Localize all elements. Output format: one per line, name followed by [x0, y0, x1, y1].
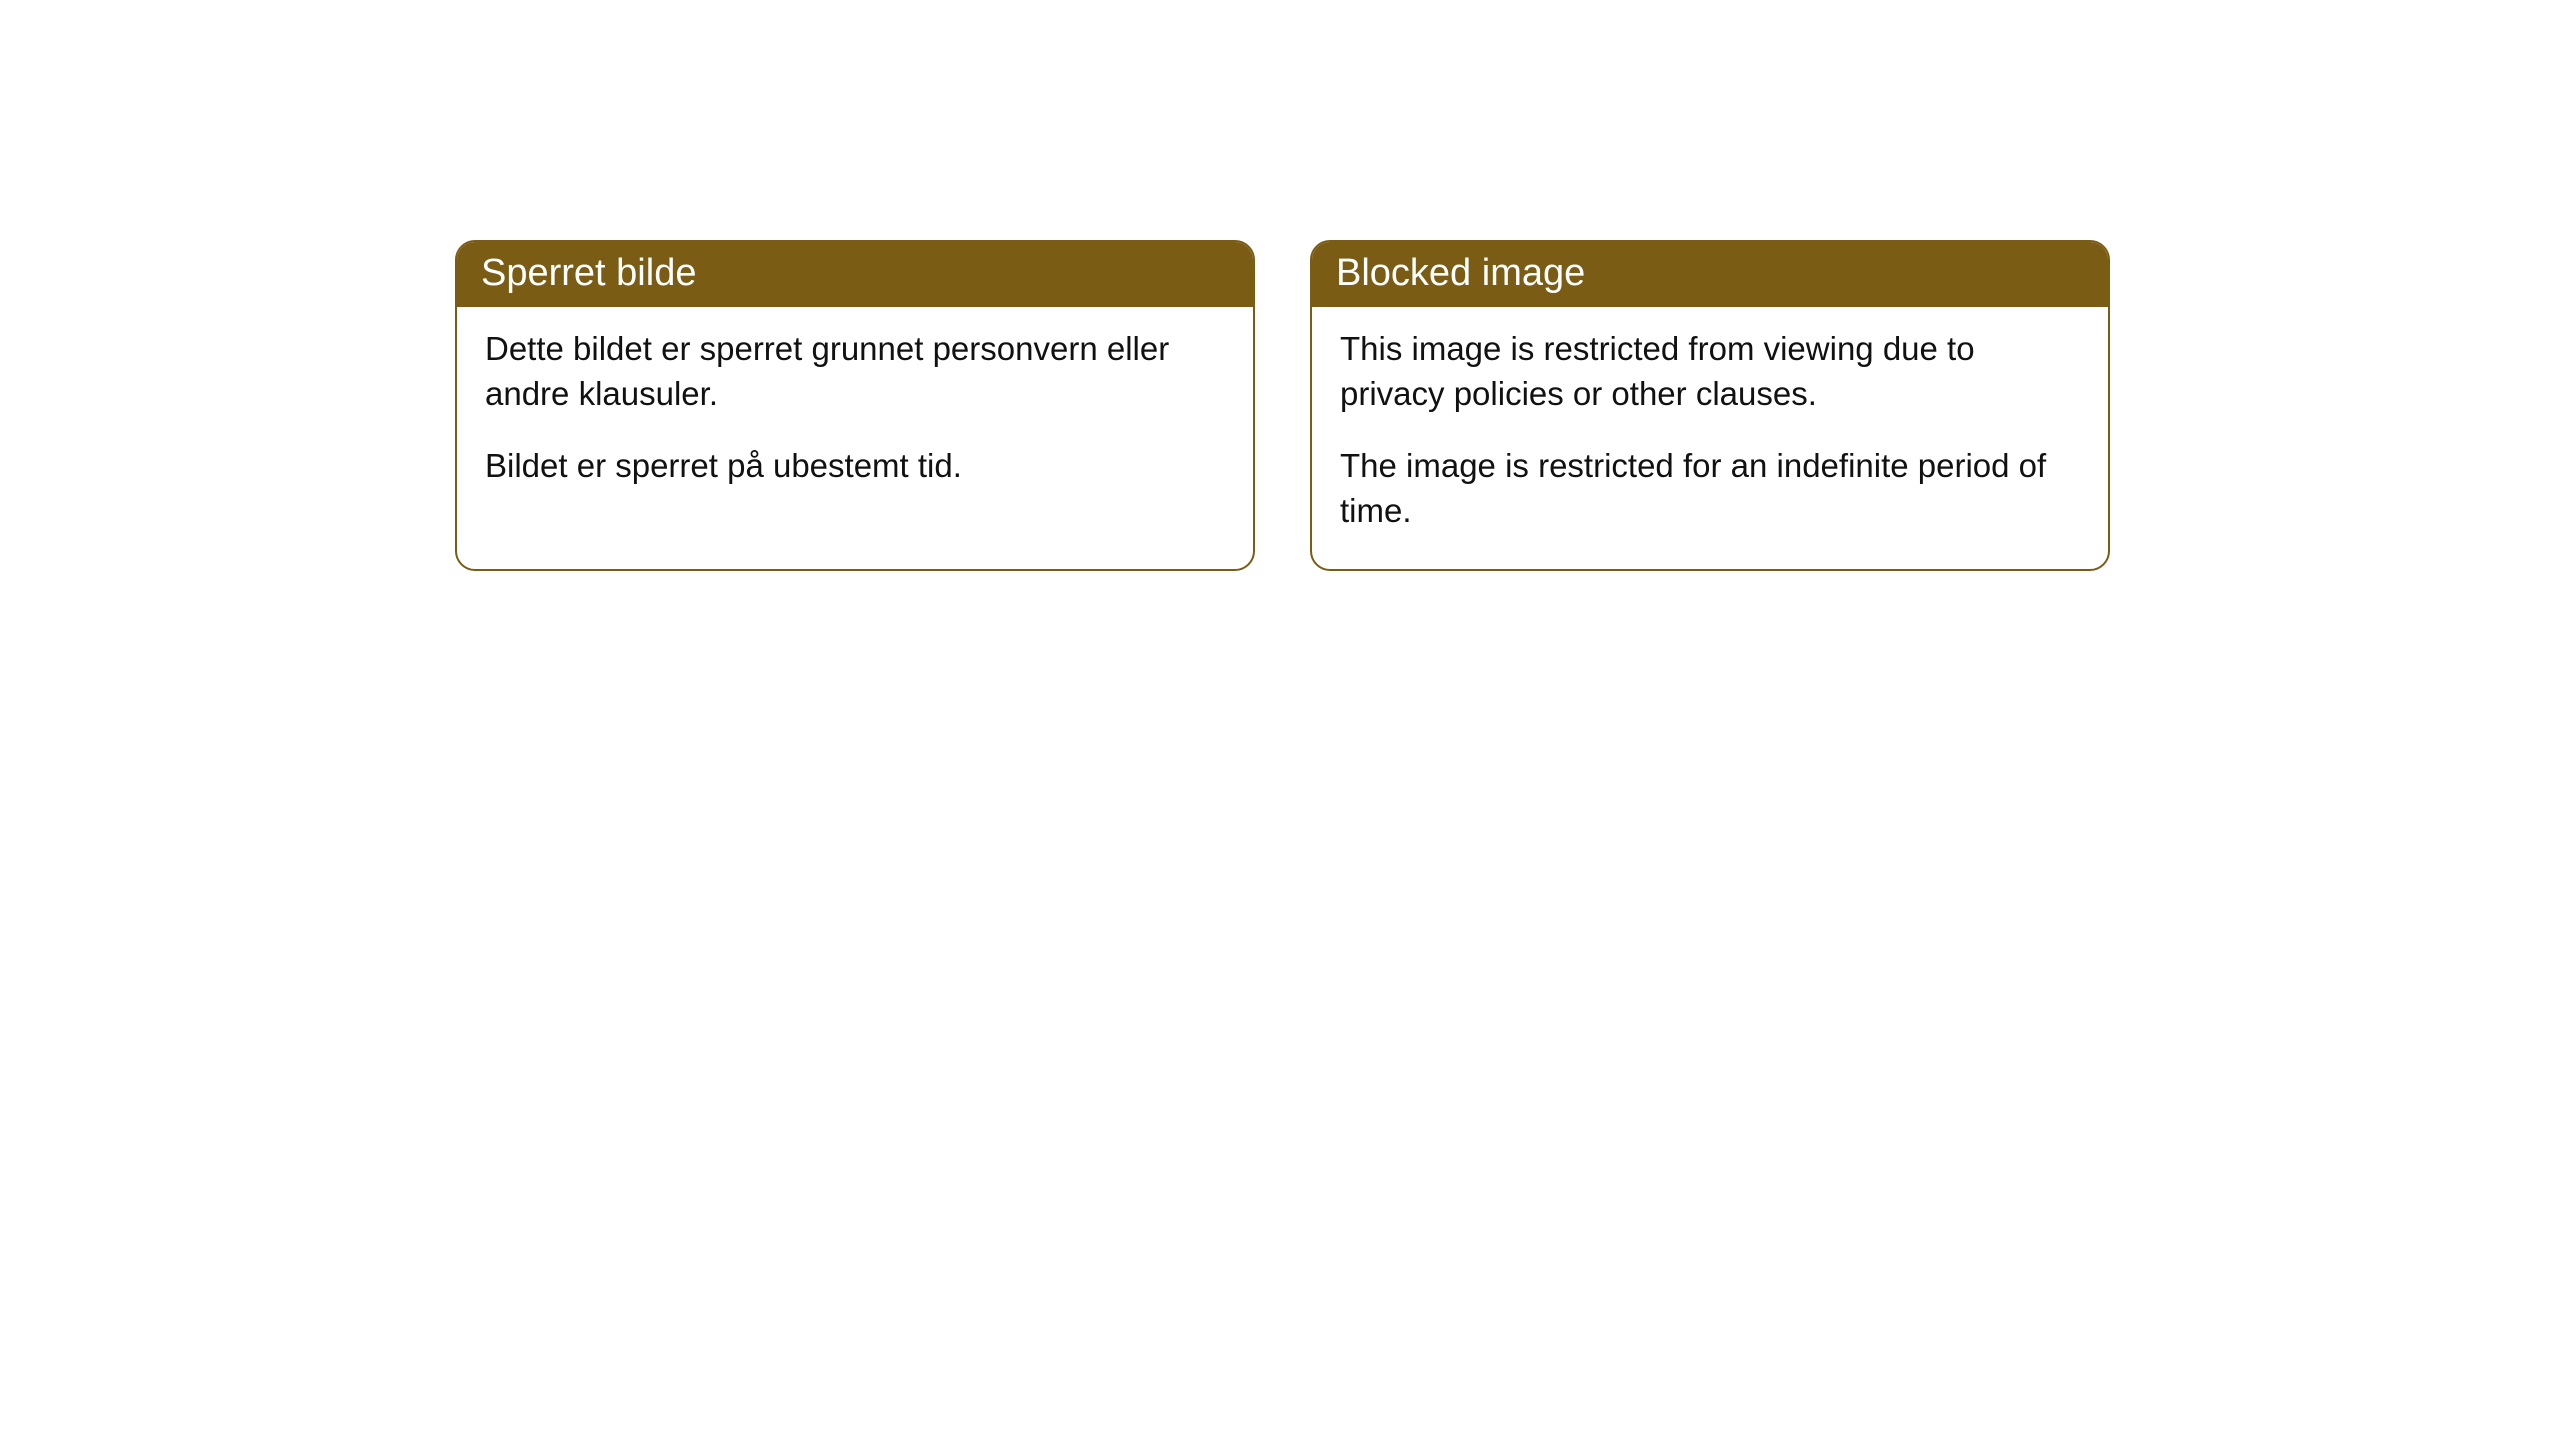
notice-paragraph-1-no: Dette bildet er sperret grunnet personve… — [485, 327, 1225, 416]
card-body-english: This image is restricted from viewing du… — [1312, 307, 2108, 569]
notice-paragraph-1-en: This image is restricted from viewing du… — [1340, 327, 2080, 416]
notice-cards-container: Sperret bilde Dette bildet er sperret gr… — [455, 240, 2110, 571]
blocked-image-card-english: Blocked image This image is restricted f… — [1310, 240, 2110, 571]
notice-paragraph-2-no: Bildet er sperret på ubestemt tid. — [485, 444, 1225, 489]
card-body-norwegian: Dette bildet er sperret grunnet personve… — [457, 307, 1253, 525]
blocked-image-card-norwegian: Sperret bilde Dette bildet er sperret gr… — [455, 240, 1255, 571]
card-header-norwegian: Sperret bilde — [457, 242, 1253, 307]
card-header-english: Blocked image — [1312, 242, 2108, 307]
notice-paragraph-2-en: The image is restricted for an indefinit… — [1340, 444, 2080, 533]
